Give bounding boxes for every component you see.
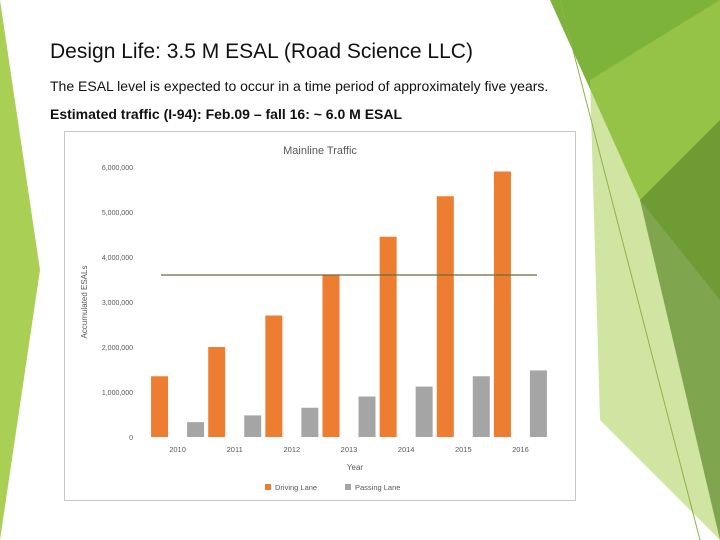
bar-passing-lane-2015 [472, 376, 490, 437]
y-tick-label: 4,000,000 [102, 255, 133, 262]
right-dark-green-panel [640, 120, 720, 540]
x-axis-label: Year [347, 463, 364, 472]
legend-label: Driving Lane [275, 483, 317, 492]
x-tick-label: 2011 [227, 445, 243, 454]
legend: Driving Lane Passing Lane [265, 483, 400, 492]
bar-passing-lane-2016 [529, 370, 547, 437]
y-tick-label: 2,000,000 [102, 345, 133, 352]
bars [151, 171, 547, 437]
y-tick-label: 1,000,000 [102, 390, 133, 397]
mainline-traffic-chart: Mainline Traffic Accumulated ESALs Year … [80, 145, 547, 492]
bar-passing-lane-2014 [415, 386, 433, 437]
left-green-triangle [0, 0, 40, 540]
bar-passing-lane-2012 [301, 407, 319, 437]
chart-title: Mainline Traffic [283, 145, 357, 157]
x-tick-label: 2013 [341, 445, 358, 454]
y-tick-label: 3,000,000 [102, 300, 133, 307]
decor-line [559, 0, 701, 540]
bar-driving-lane-2015 [436, 196, 454, 437]
slide-title: Design Life: 3.5 M ESAL (Road Science LL… [50, 40, 473, 63]
bar-passing-lane-2013 [358, 396, 376, 437]
x-tick-label: 2016 [512, 445, 529, 454]
bar-driving-lane-2016 [493, 171, 511, 437]
bar-driving-lane-2012 [265, 315, 283, 437]
y-tick-label: 6,000,000 [102, 165, 133, 172]
y-tick-label: 0 [129, 435, 133, 442]
body-line-time-period: The ESAL level is expected to occur in a… [50, 78, 549, 94]
legend-label: Passing Lane [355, 483, 400, 492]
bar-driving-lane-2011 [208, 347, 226, 437]
bar-driving-lane-2010 [151, 376, 169, 437]
y-tick-labels: 0 1,000,000 2,000,000 3,000,000 4,000,000 5,0… [102, 165, 133, 442]
body-line-estimated-traffic: Estimated traffic (I-94): Feb.09 – fall … [50, 106, 403, 122]
x-tick-label: 2015 [455, 445, 472, 454]
bar-driving-lane-2014 [379, 236, 397, 437]
x-tick-labels: 2010 2011 2012 2013 2014 2015 2016 [169, 445, 529, 454]
y-tick-label: 5,000,000 [102, 210, 133, 217]
y-axis-label: Accumulated ESALs [80, 266, 89, 339]
bar-passing-lane-2011 [244, 415, 262, 437]
chart-frame: Mainline Traffic Accumulated ESALs Year … [64, 131, 576, 501]
bar-passing-lane-2010 [187, 422, 205, 437]
x-tick-label: 2014 [398, 445, 415, 454]
legend-swatch [345, 484, 351, 490]
x-tick-label: 2012 [284, 445, 301, 454]
x-tick-label: 2010 [169, 445, 186, 454]
right-green-panel [590, 0, 720, 540]
bar-driving-lane-2013 [322, 275, 340, 437]
legend-swatch [265, 484, 271, 490]
